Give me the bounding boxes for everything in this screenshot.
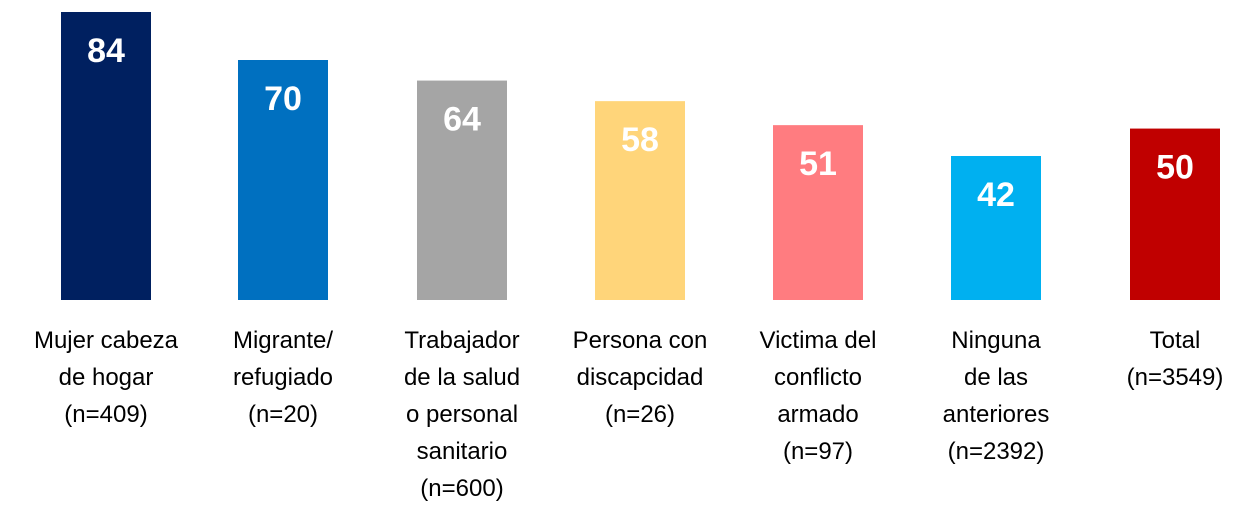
x-tick-label: Migrante/ refugiado (n=20) — [232, 327, 334, 428]
bar — [417, 80, 507, 300]
x-tick-label: Victima del conflicto armado (n=97) — [759, 327, 877, 465]
x-tick-label: Trabajador de la salud o personal sanita… — [403, 327, 521, 502]
bar — [1130, 128, 1220, 300]
value-label: 50 — [1156, 149, 1194, 187]
x-tick-label: Ninguna de las anteriores (n=2392) — [942, 327, 1050, 465]
x-tick-label: Persona con discapcidad (n=26) — [572, 327, 708, 428]
value-label: 58 — [621, 121, 659, 159]
bar — [951, 156, 1041, 300]
value-label: 42 — [977, 176, 1015, 214]
x-tick-label: Mujer cabeza de hogar (n=409) — [33, 327, 179, 428]
x-tick-label: Total (n=3549) — [1126, 327, 1224, 391]
bar — [595, 101, 685, 301]
bar — [61, 12, 151, 300]
value-label: 70 — [264, 80, 302, 118]
bar — [773, 125, 863, 301]
value-label: 64 — [443, 101, 481, 139]
bar — [238, 60, 328, 300]
value-label: 51 — [799, 145, 837, 183]
value-label: 84 — [87, 32, 125, 70]
